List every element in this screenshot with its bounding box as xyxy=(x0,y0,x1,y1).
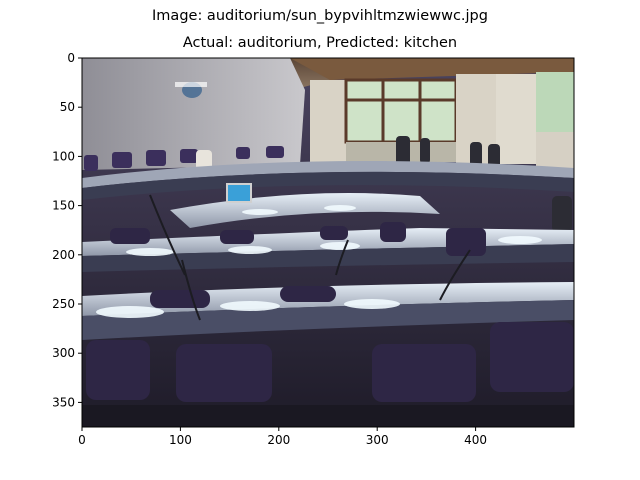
auditorium-photo xyxy=(82,58,574,427)
axes-frame xyxy=(81,57,575,428)
x-axis: 0 100 200 300 400 xyxy=(78,427,487,447)
axes-title: Actual: auditorium, Predicted: kitchen xyxy=(182,35,458,51)
y-tick-label: 50 xyxy=(60,100,75,114)
y-tick-label: 0 xyxy=(67,51,75,65)
x-tick-label: 300 xyxy=(366,433,389,447)
y-tick-label: 300 xyxy=(52,346,75,360)
y-tick-label: 250 xyxy=(52,297,75,311)
x-tick-label: 400 xyxy=(464,433,487,447)
y-tick-label: 150 xyxy=(52,199,75,213)
x-tick-label: 0 xyxy=(78,433,86,447)
y-axis: 0 50 100 150 200 250 300 350 xyxy=(52,51,82,409)
figure-suptitle: Image: auditorium/sun_bypvihltmzwiewwc.j… xyxy=(152,8,488,24)
y-tick-label: 350 xyxy=(52,395,75,409)
x-tick-label: 200 xyxy=(267,433,290,447)
x-tick-label: 100 xyxy=(169,433,192,447)
y-tick-label: 100 xyxy=(52,149,75,163)
y-tick-label: 200 xyxy=(52,248,75,262)
